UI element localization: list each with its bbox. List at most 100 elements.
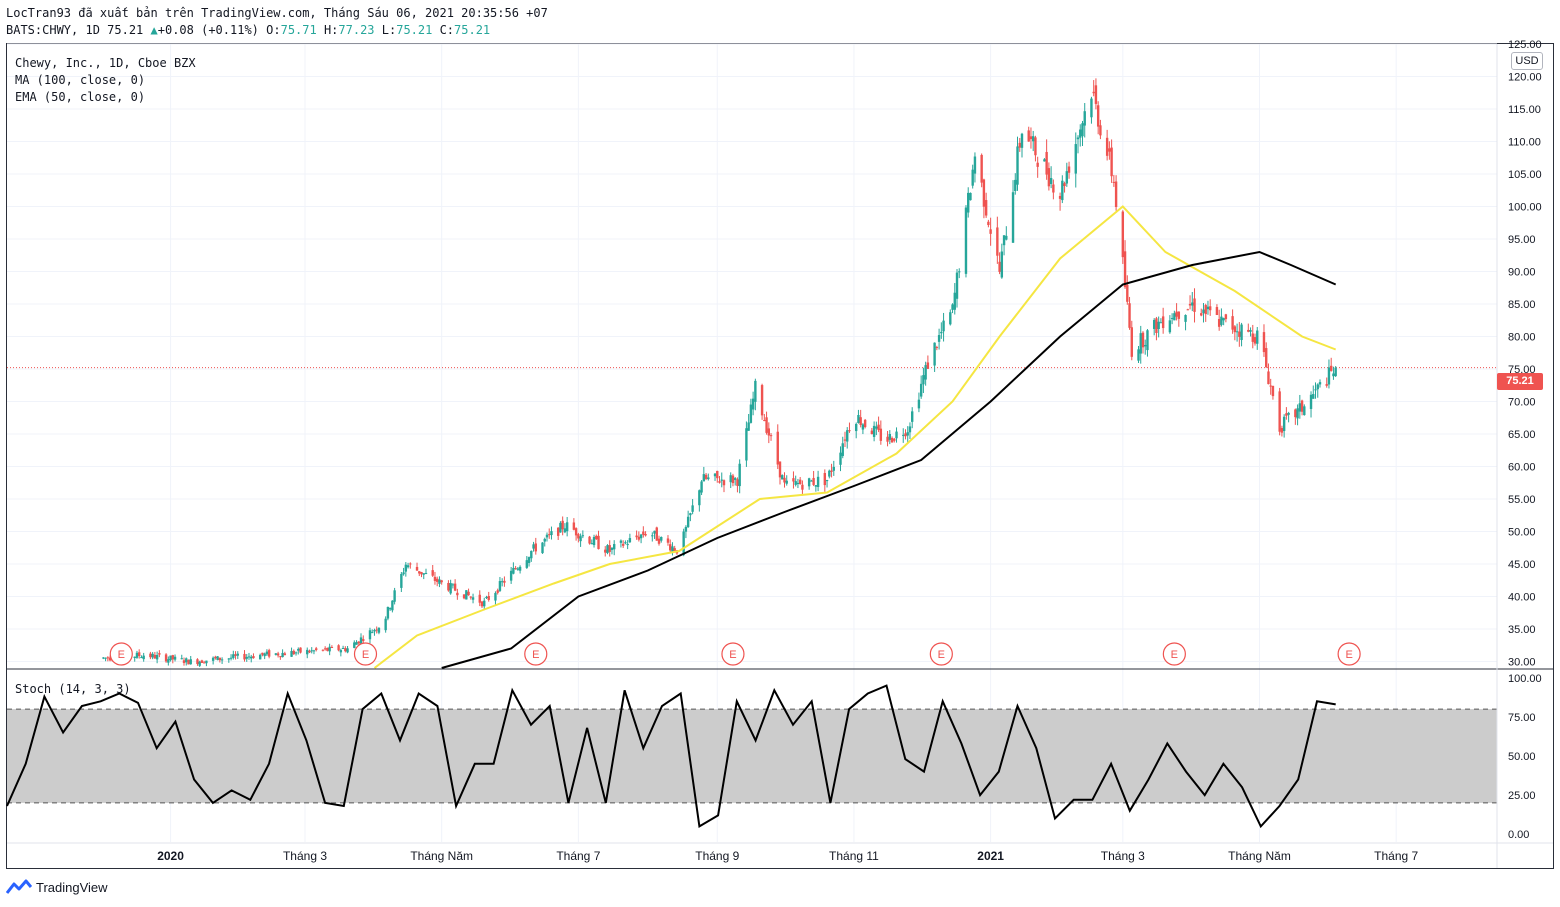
candle — [1327, 367, 1331, 385]
candle — [292, 650, 295, 655]
candle — [890, 437, 894, 443]
legend-ema[interactable]: EMA (50, close, 0) — [15, 90, 146, 104]
candle — [872, 425, 876, 437]
candle — [1303, 406, 1306, 416]
candle — [1011, 192, 1015, 243]
candle — [1052, 184, 1055, 193]
candle — [1029, 136, 1033, 140]
candle — [765, 417, 768, 433]
candle — [1334, 367, 1337, 377]
candle — [1121, 211, 1125, 258]
earnings-circle — [524, 642, 548, 666]
candle — [1220, 316, 1223, 325]
candle — [1224, 314, 1228, 320]
stoch-tick-label: 75.00 — [1508, 712, 1536, 724]
candle — [1139, 333, 1142, 354]
candle — [875, 426, 878, 429]
candle — [1247, 329, 1250, 332]
footer-brand[interactable]: TradingView — [36, 879, 108, 895]
candle — [707, 477, 710, 480]
candle — [373, 630, 376, 632]
candle — [1067, 166, 1071, 173]
candle — [1329, 365, 1333, 371]
time-axis: 2020 Tháng 3 Tháng Năm Tháng 7 Tháng 9 Tháng … — [157, 849, 1418, 863]
candle — [1105, 137, 1109, 156]
candle — [807, 478, 811, 487]
candle — [595, 535, 598, 540]
candle — [371, 632, 374, 634]
up-arrow-icon: ▲ — [150, 23, 158, 37]
candle — [263, 653, 266, 657]
candle — [1083, 111, 1086, 126]
legend-ma[interactable]: MA (100, close, 0) — [15, 73, 146, 87]
candle — [704, 474, 708, 479]
candle — [655, 527, 658, 541]
candle — [1262, 332, 1266, 353]
candle — [281, 652, 284, 658]
price-tick-label: 80.00 — [1508, 332, 1536, 344]
price-tick-label: 105.00 — [1508, 169, 1542, 181]
candle — [393, 590, 396, 602]
low-label: L: — [381, 23, 397, 37]
candle — [1202, 309, 1205, 314]
candle — [911, 411, 914, 422]
candle — [135, 652, 139, 658]
candle — [404, 564, 408, 572]
candle — [339, 650, 343, 653]
candle — [731, 475, 735, 484]
candle — [684, 526, 688, 532]
candle — [189, 659, 192, 665]
candle — [1092, 91, 1095, 94]
close-value: 75.21 — [454, 23, 491, 37]
candle — [1005, 235, 1008, 240]
candle — [102, 657, 105, 659]
currency-button[interactable]: USD — [1511, 52, 1543, 70]
candle — [1256, 330, 1259, 344]
candle — [1175, 311, 1178, 317]
footer[interactable]: TradingView — [6, 879, 108, 895]
candle — [624, 542, 627, 544]
price-tick-label: 85.00 — [1508, 299, 1536, 311]
candle — [951, 304, 954, 310]
close-label: C: — [439, 23, 455, 37]
candle — [942, 320, 945, 332]
candle — [613, 544, 616, 550]
candle — [1031, 136, 1035, 142]
time-tick-label: Tháng 11 — [829, 849, 879, 863]
price-tick-label: 120.00 — [1508, 72, 1542, 84]
candle — [1043, 159, 1046, 162]
candle — [1016, 146, 1019, 185]
candle — [1204, 305, 1207, 315]
candle — [308, 650, 311, 653]
candle — [801, 484, 804, 490]
earnings-label: E — [362, 649, 369, 661]
candle — [1206, 306, 1210, 310]
candle — [628, 538, 632, 543]
candle — [846, 430, 849, 442]
candle — [164, 654, 168, 662]
candle — [471, 597, 475, 600]
candle — [579, 536, 582, 542]
price-axis: 30.00 35.00 40.00 45.00 50.00 55.00 60.00 65.00… — [1508, 39, 1542, 669]
candle — [409, 563, 412, 565]
candle — [326, 647, 329, 651]
candle — [1126, 284, 1129, 302]
candle — [1309, 394, 1313, 409]
candle — [940, 331, 943, 334]
price-tick-label: 45.00 — [1508, 559, 1536, 571]
candle — [906, 432, 909, 436]
earnings-marker: E — [353, 642, 378, 666]
legend-stoch[interactable]: Stoch (14, 3, 3) — [15, 682, 131, 696]
candle — [516, 568, 520, 570]
candle — [247, 656, 251, 658]
price-tick-label: 35.00 — [1508, 624, 1536, 636]
candle — [406, 565, 410, 568]
candle — [604, 549, 607, 553]
candle — [187, 659, 190, 665]
candle — [825, 480, 829, 482]
candle — [917, 399, 921, 409]
candle — [512, 567, 515, 574]
candle — [1014, 179, 1017, 192]
candle — [527, 557, 531, 563]
